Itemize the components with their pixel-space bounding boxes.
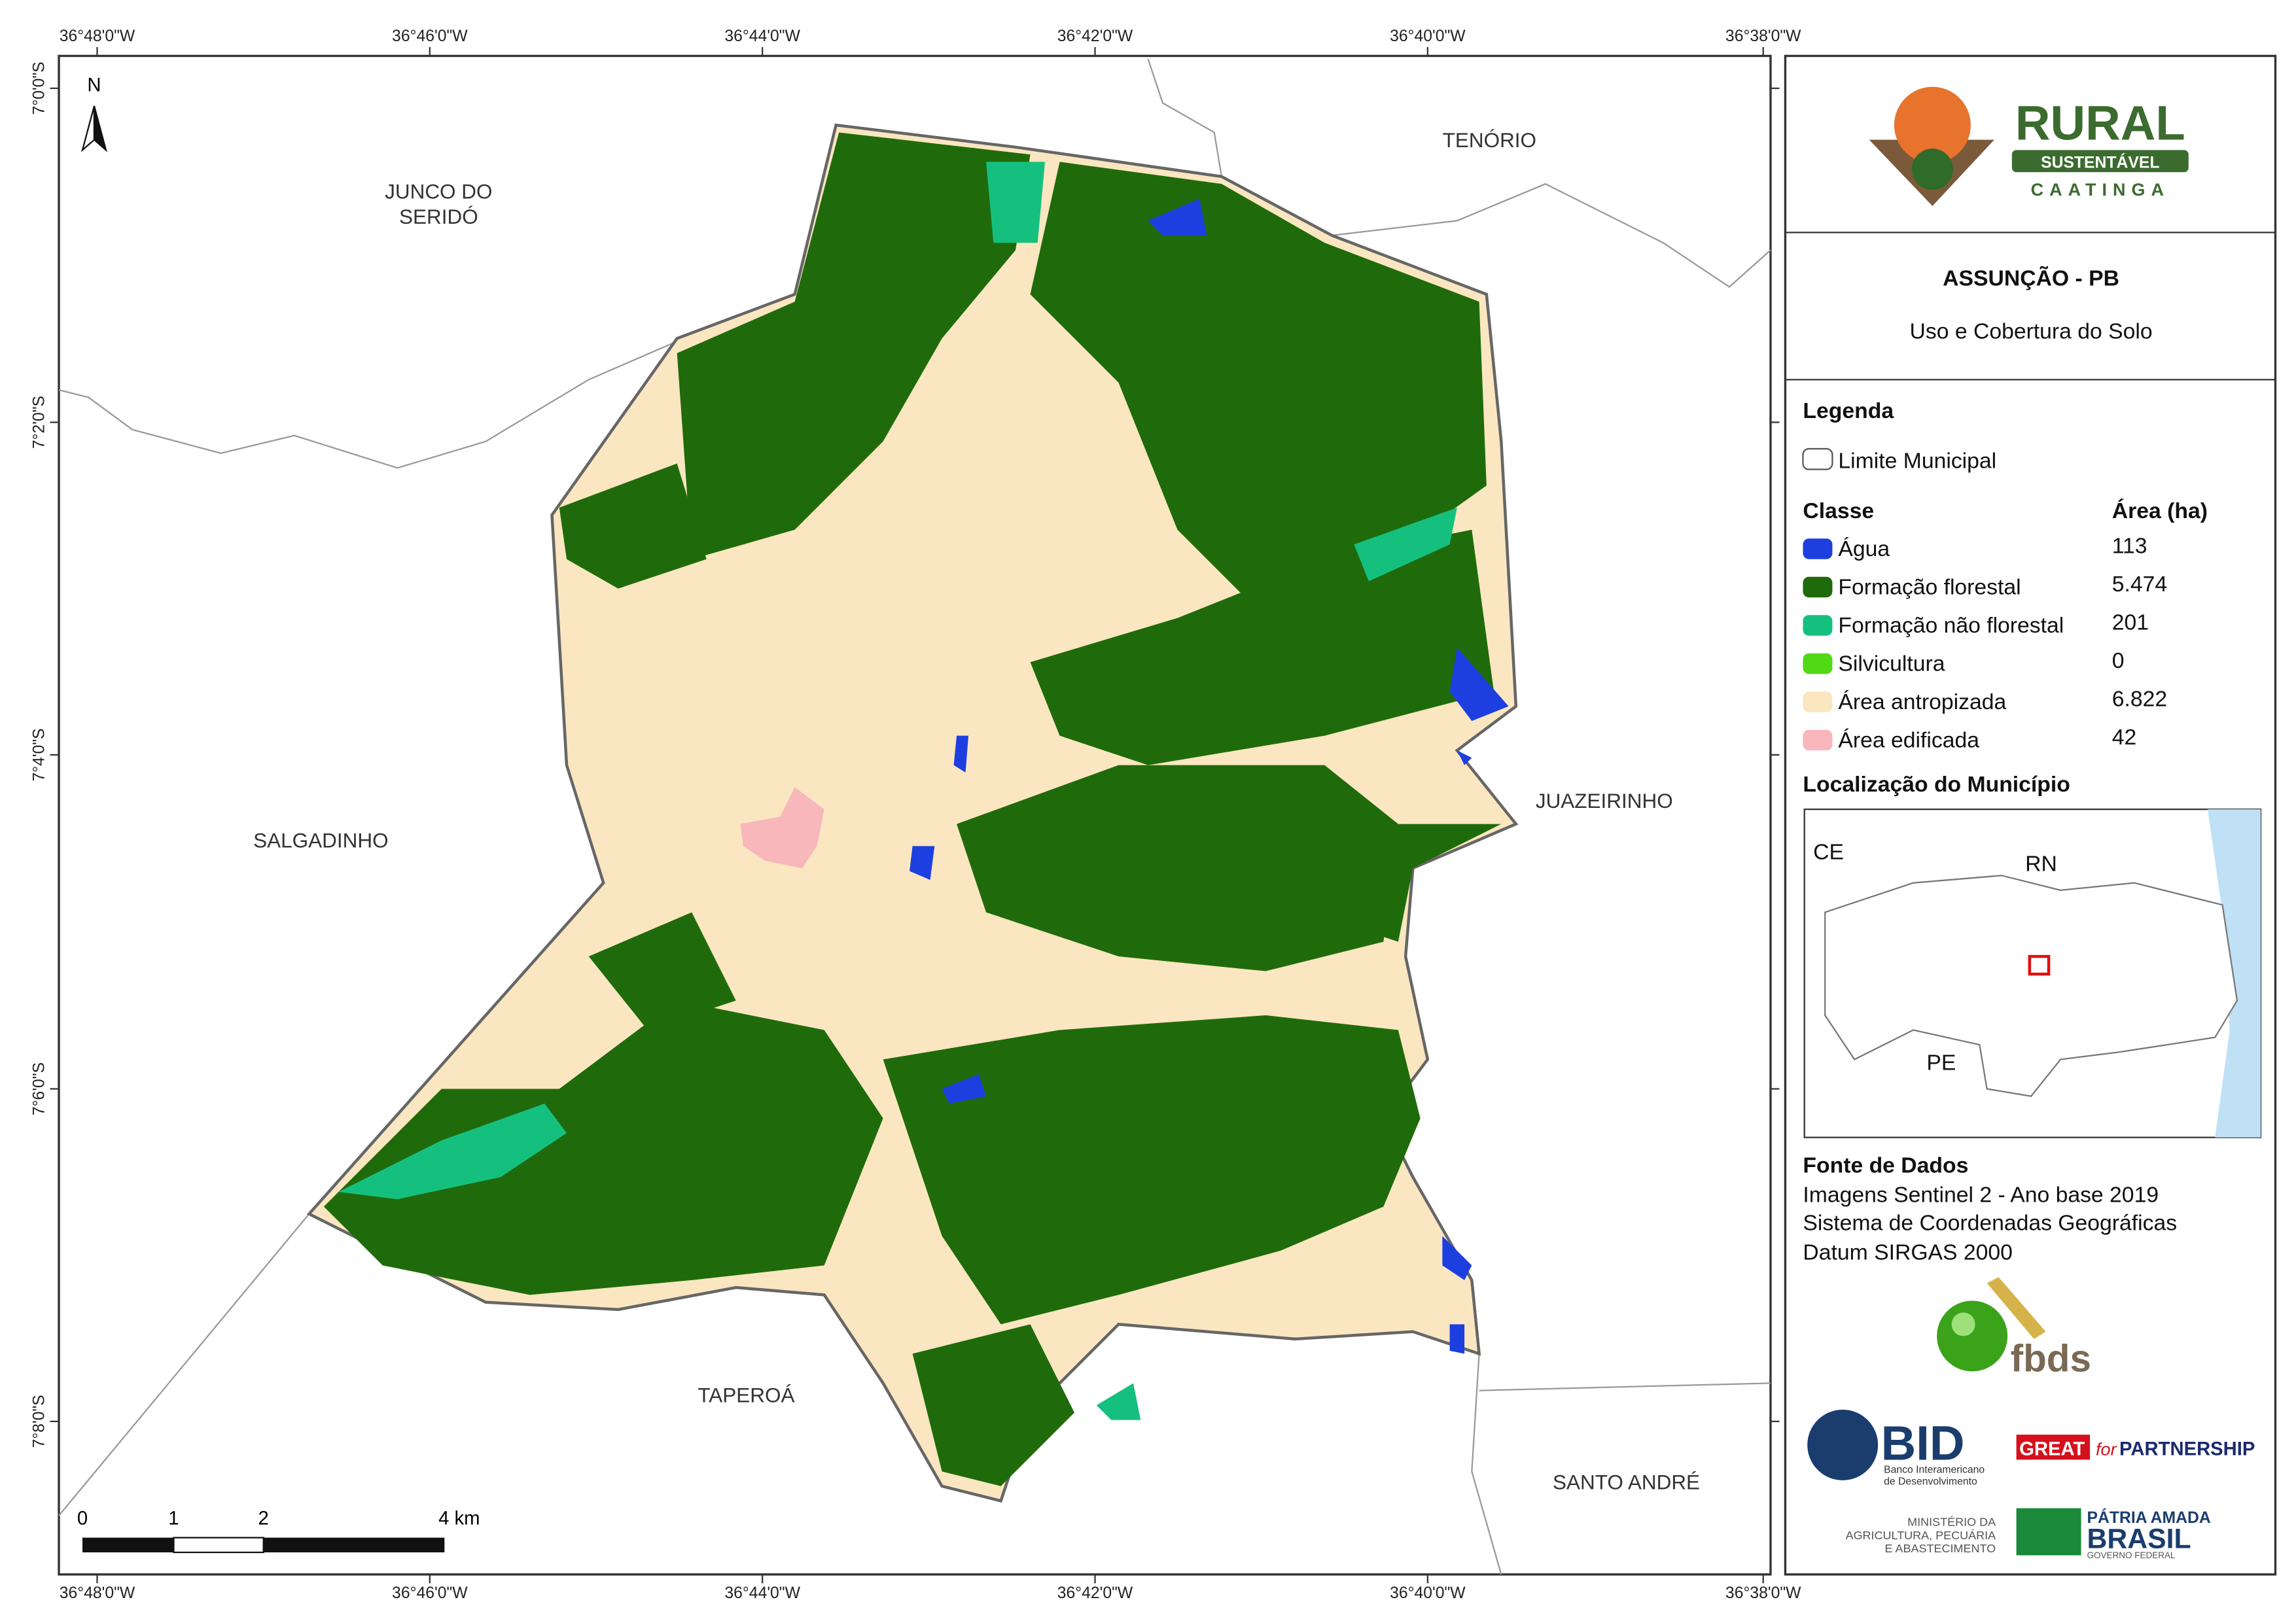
lon-label: 36°48'0"W [60, 27, 135, 45]
legend-swatch [1803, 538, 1833, 559]
built-area [740, 787, 824, 869]
legend-class: Água [1838, 536, 1890, 561]
logo-text: PÁTRIA AMADA [2087, 1509, 2211, 1527]
lon-label: 36°42'0"W [1057, 1584, 1133, 1602]
legend-swatch [1803, 729, 1833, 751]
lon-label: 36°44'0"W [724, 27, 800, 45]
place-name: JUAZEIRINHO [1536, 789, 1673, 812]
legend-class: Área antropizada [1838, 689, 2006, 714]
side-panel: RURAL SUSTENTÁVEL CAATINGA ASSUNÇÃO - PB… [1784, 54, 2277, 1576]
subtitle: Uso e Cobertura do Solo [1910, 319, 2153, 343]
logo-text: GREAT [2019, 1439, 2085, 1460]
logo-text: MINISTÉRIO DA [1907, 1516, 1996, 1529]
source-line: Sistema de Coordenadas Geográficas [1803, 1210, 2177, 1235]
state-label: CE [1813, 840, 1844, 865]
lon-label: 36°42'0"W [1057, 27, 1133, 45]
legend-heading: Legenda [1803, 398, 1894, 423]
lon-label: 36°46'0"W [392, 27, 468, 45]
scale-label: 4 km [438, 1508, 480, 1529]
logo-text: de Desenvolvimento [1884, 1476, 1977, 1488]
water [910, 198, 1509, 1354]
legend-area: 201 [2112, 610, 2149, 635]
legend-class: Formação não florestal [1838, 613, 2064, 638]
logo-text: RURAL [2015, 96, 2185, 150]
lon-label: 36°44'0"W [724, 1584, 800, 1602]
source-line: Datum SIRGAS 2000 [1803, 1240, 2012, 1265]
lon-label: 36°38'0"W [1725, 27, 1801, 45]
state-label: RN [2025, 852, 2057, 877]
legend-class: Formação florestal [1838, 575, 2021, 600]
scale-label: 0 [77, 1508, 88, 1529]
forest-cover [323, 132, 1502, 1486]
logo-text: SUSTENTÁVEL [2041, 153, 2159, 171]
legend-class: Área edificada [1838, 728, 1979, 753]
scale-label: 2 [258, 1508, 269, 1529]
legend-swatch [1803, 653, 1833, 674]
lon-label: 36°40'0"W [1390, 27, 1466, 45]
logo-text: BID [1881, 1416, 1965, 1470]
place-name: JUNCO DO [385, 180, 492, 203]
legend-area: 5.474 [2112, 572, 2167, 597]
legend-header: Classe [1803, 498, 1874, 523]
place-name: SALGADINHO [253, 829, 388, 852]
map: 36°48'0"W 36°46'0"W 36°44'0"W 36°42'0"W 36°4… [31, 27, 1802, 1602]
legend-area: 6.822 [2112, 687, 2167, 712]
place-name: SANTO ANDRÉ [1553, 1470, 1700, 1493]
state-label: PE [1926, 1050, 1956, 1075]
place-name: TENÓRIO [1443, 128, 1536, 152]
lat-label: 7°2'0"S [31, 396, 48, 449]
place-name: SERIDÓ [399, 205, 478, 228]
legend-area: 42 [2112, 725, 2137, 750]
logo: RURAL SUSTENTÁVEL CAATINGA [1869, 86, 2189, 206]
lon-label: 36°46'0"W [392, 1584, 468, 1602]
sources-heading: Fonte de Dados [1803, 1153, 1968, 1178]
source-line: Imagens Sentinel 2 - Ano base 2019 [1803, 1183, 2159, 1208]
legend-item: Limite Municipal [1838, 448, 1996, 473]
lon-label: 36°40'0"W [1390, 1584, 1466, 1602]
legend-class: Silvicultura [1838, 652, 1945, 676]
place-name: TAPEROÁ [698, 1384, 794, 1407]
scale-label: 1 [168, 1508, 179, 1529]
location-heading: Localização do Município [1803, 772, 2070, 797]
legend-swatch [1803, 615, 1833, 636]
lat-label: 7°4'0"S [31, 728, 48, 781]
legend-area: 0 [2112, 648, 2125, 673]
logo-text: GOVERNO FEDERAL [2087, 1550, 2176, 1560]
lat-label: 7°0'0"S [31, 61, 48, 114]
logo-text: CAATINGA [2031, 180, 2170, 200]
lat-label: 7°6'0"S [31, 1062, 48, 1115]
lat-label: 7°8'0"S [31, 1395, 48, 1448]
logo-text: for [2096, 1440, 2117, 1459]
legend-header: Área (ha) [2112, 498, 2208, 523]
lon-label: 36°48'0"W [60, 1584, 135, 1602]
graticule-ticks [50, 46, 1780, 1584]
legend-swatch [1803, 576, 1833, 598]
neighbor-boundaries [58, 58, 1771, 1575]
logo-text: fbds [2011, 1337, 2091, 1380]
logo-text: E ABASTECIMENTO [1885, 1542, 1996, 1555]
logo-text: PARTNERSHIP [2119, 1439, 2255, 1460]
logo-text: Banco Interamericano [1884, 1465, 1985, 1476]
lon-label: 36°38'0"W [1725, 1584, 1801, 1602]
non-forest-cover [338, 162, 1457, 1420]
north-arrow: N [80, 75, 108, 152]
location-map: CE RN PE [1803, 809, 2262, 1138]
title: ASSUNÇÃO - PB [1943, 266, 2119, 290]
north-label: N [87, 75, 101, 96]
partner-logos: fbds BID Banco Interamericano de Desenvo… [1807, 1277, 2255, 1560]
logo-text: BRASIL [2087, 1523, 2191, 1554]
logo-text: AGRICULTURA, PECUÁRIA [1846, 1529, 1996, 1542]
legend-area: 113 [2112, 534, 2147, 559]
scale-bar: 0 1 2 4 km [77, 1508, 480, 1554]
boundary-swatch [1802, 447, 1833, 470]
legend-swatch [1803, 691, 1833, 712]
